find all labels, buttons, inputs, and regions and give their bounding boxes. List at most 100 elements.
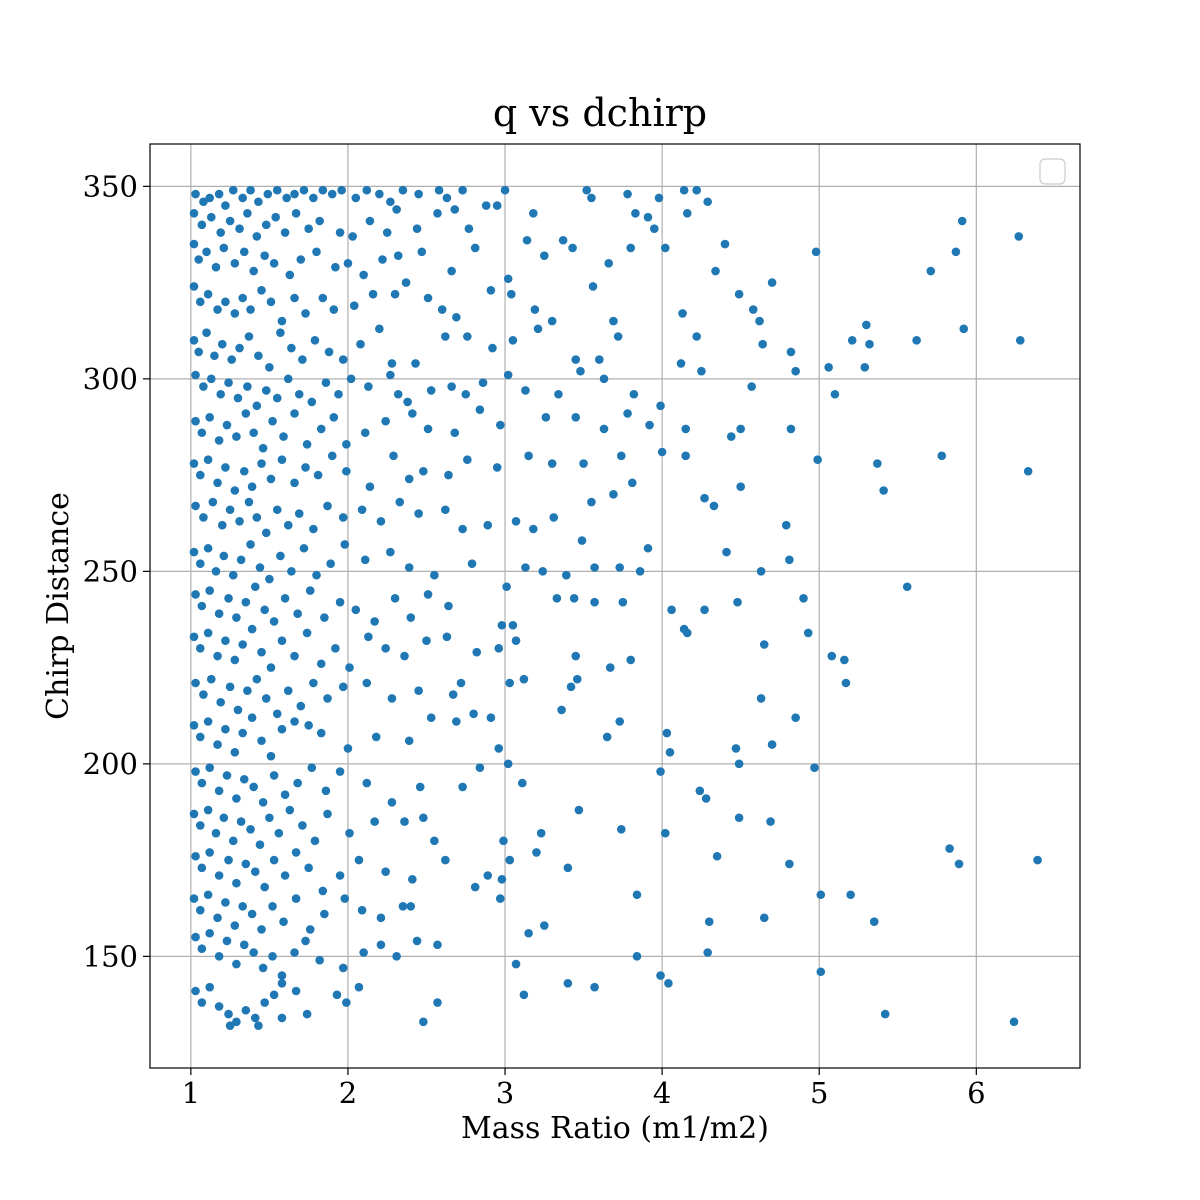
data-point	[532, 848, 541, 857]
data-point	[221, 898, 230, 907]
data-point	[623, 189, 632, 199]
data-point	[368, 289, 378, 299]
data-point	[563, 863, 573, 873]
data-point	[202, 328, 211, 337]
data-point	[236, 555, 246, 565]
data-point	[285, 270, 295, 280]
data-point	[660, 828, 670, 838]
data-point	[488, 343, 497, 353]
data-point	[703, 197, 712, 207]
data-point	[197, 601, 207, 611]
data-point	[335, 597, 345, 607]
data-point	[189, 239, 199, 249]
data-point	[574, 805, 584, 815]
data-point	[342, 466, 351, 476]
data-point	[265, 363, 274, 372]
data-point	[191, 501, 200, 511]
data-point	[448, 690, 458, 699]
data-point	[304, 863, 313, 873]
data-point	[791, 366, 800, 376]
y-tick-label: 200	[83, 747, 138, 781]
data-point	[766, 817, 775, 826]
data-point	[211, 828, 221, 838]
data-point	[214, 871, 224, 880]
data-point	[291, 894, 301, 903]
data-point	[241, 409, 251, 418]
data-point	[301, 309, 310, 318]
data-point	[239, 466, 249, 476]
data-point	[269, 771, 279, 780]
data-point	[587, 497, 596, 507]
data-point	[216, 228, 225, 237]
data-point	[665, 748, 675, 757]
data-point	[667, 605, 676, 615]
data-point	[233, 705, 243, 715]
data-point	[250, 1013, 260, 1023]
data-point	[217, 339, 227, 349]
data-point	[678, 309, 687, 318]
data-point	[632, 952, 642, 961]
data-point	[225, 1021, 235, 1030]
data-point	[249, 266, 258, 276]
data-point	[236, 817, 246, 826]
data-point	[387, 694, 397, 703]
data-point	[816, 890, 826, 900]
data-point	[557, 705, 566, 715]
data-point	[695, 786, 705, 796]
data-point	[430, 836, 439, 846]
data-point	[189, 282, 199, 291]
data-point	[258, 963, 268, 973]
data-point	[626, 243, 636, 253]
data-point	[261, 220, 271, 230]
data-point	[959, 324, 969, 334]
data-point	[786, 347, 796, 357]
data-point	[571, 413, 581, 422]
data-point	[309, 193, 318, 203]
data-point	[318, 185, 328, 195]
data-point	[447, 382, 456, 391]
data-point	[191, 986, 200, 996]
data-point	[519, 674, 529, 684]
data-point	[327, 451, 337, 461]
data-point	[711, 266, 720, 276]
data-points	[189, 185, 1042, 1030]
x-tick-label: 1	[182, 1076, 200, 1110]
data-point	[329, 305, 339, 314]
data-point	[205, 982, 214, 992]
data-point	[250, 867, 260, 876]
data-point	[205, 193, 214, 203]
data-point	[247, 713, 257, 722]
data-point	[579, 459, 588, 468]
data-point	[287, 567, 296, 576]
data-point	[401, 278, 411, 287]
data-point	[287, 343, 296, 353]
data-point	[781, 520, 791, 530]
data-point	[483, 871, 493, 880]
data-point	[441, 505, 450, 515]
data-point	[235, 343, 244, 353]
data-point	[214, 436, 224, 445]
data-point	[246, 540, 255, 549]
data-point	[189, 459, 199, 468]
data-point	[400, 817, 409, 826]
data-point	[195, 470, 205, 480]
data-point	[318, 293, 328, 303]
data-point	[232, 794, 241, 803]
data-point	[587, 193, 596, 203]
data-point	[461, 389, 471, 399]
data-point	[260, 251, 269, 260]
data-point	[340, 540, 350, 549]
data-point	[332, 990, 342, 1000]
data-point	[505, 678, 515, 688]
data-point	[381, 644, 390, 653]
data-point	[433, 209, 442, 218]
data-point	[208, 497, 218, 507]
plot-frame	[149, 143, 1081, 1069]
data-point	[656, 767, 665, 776]
data-point	[937, 451, 947, 461]
data-point	[1023, 466, 1033, 476]
data-point	[400, 651, 409, 661]
data-point	[349, 301, 359, 311]
data-point	[530, 305, 540, 314]
data-point	[246, 825, 255, 834]
